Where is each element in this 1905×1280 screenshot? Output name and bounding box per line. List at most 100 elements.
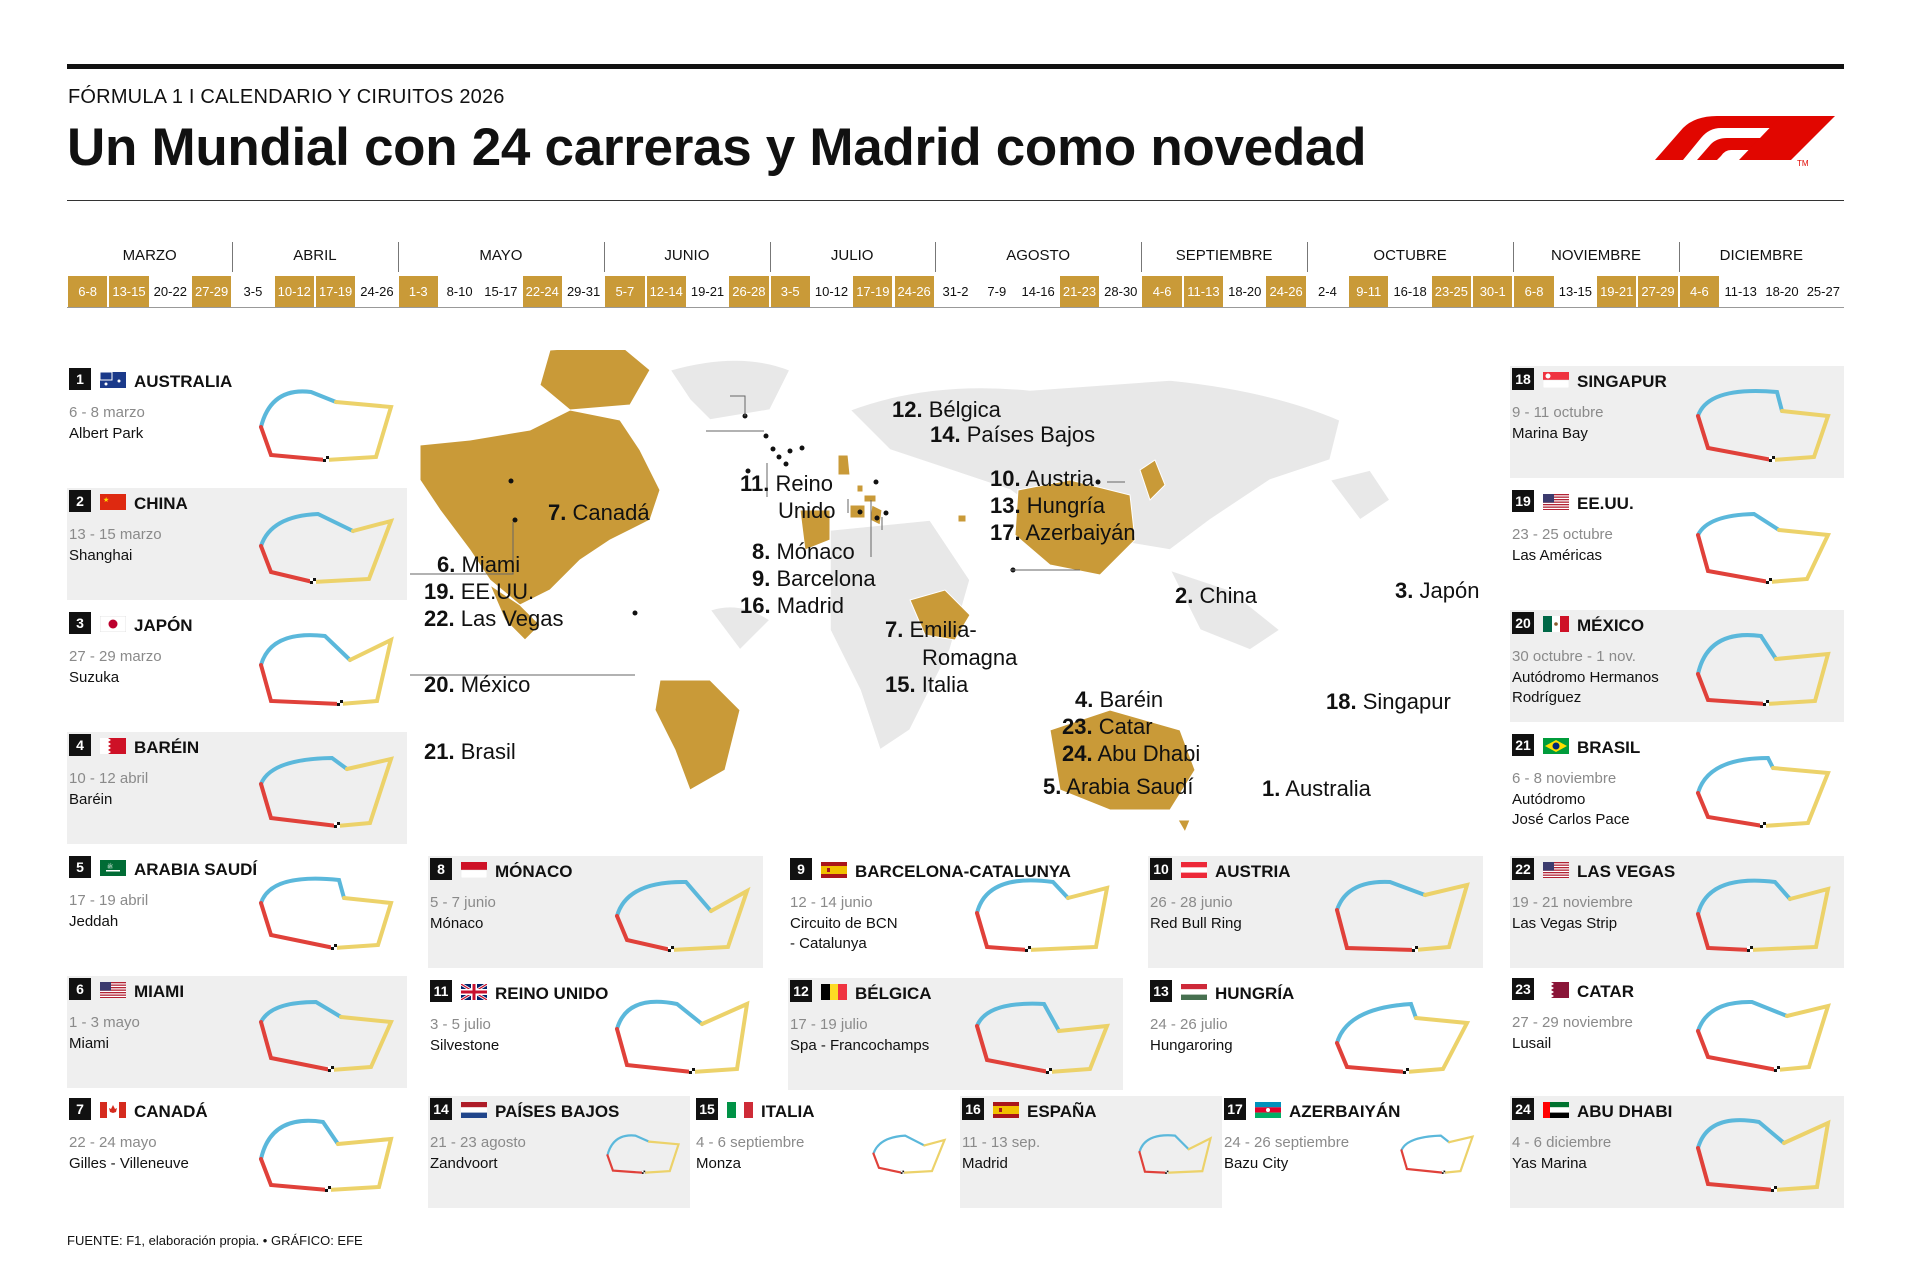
map-label: 8. Mónaco <box>752 539 855 565</box>
race-name: BRASIL <box>1577 738 1641 757</box>
spain-flag-icon <box>993 1102 1019 1118</box>
spain-flag-icon <box>821 862 847 878</box>
map-label-name: Países Bajos <box>966 422 1096 447</box>
map-label: 7. Emilia- <box>885 617 977 643</box>
cal-month-noviembre: NOVIEMBRE <box>1551 247 1642 264</box>
cal-race-weekend: 3-5 <box>770 276 810 307</box>
singapore-flag-icon <box>1543 372 1569 388</box>
cal-weekend: 29-31 <box>566 284 601 299</box>
map-label-number: 15. <box>885 672 916 697</box>
map-label-name: Azerbaiyán <box>1025 520 1136 545</box>
race-number-badge: 11 <box>430 980 452 1002</box>
circuit-layout-icon <box>1696 878 1831 952</box>
race-number-badge: 16 <box>962 1098 984 1120</box>
map-label-number: 1. <box>1262 776 1281 801</box>
race-date: 13 - 15 marzo <box>69 526 162 543</box>
map-label: 13. Hungría <box>990 493 1105 519</box>
map-label: 20. México <box>424 672 530 698</box>
circuit-layout-icon <box>1335 879 1470 952</box>
cal-month-julio: JULIO <box>830 247 874 264</box>
race-card-4: 4 BARÉIN 10 - 12 abril Baréin <box>67 732 407 844</box>
map-label-number: 8. <box>752 539 771 564</box>
race-calendar: MARZO ABRIL MAYO JUNIO JULIO AGOSTO SEPTIEMBRE… <box>67 238 1844 310</box>
map-label-name: Baréin <box>1099 687 1164 712</box>
race-venue: Hungaroring <box>1150 1037 1233 1054</box>
cal-race-weekend: 27-29 <box>1638 276 1678 307</box>
map-label-number: 10. <box>990 466 1021 491</box>
race-date: 11 - 13 sep. <box>962 1134 1041 1151</box>
race-date: 24 - 26 julio <box>1150 1016 1228 1033</box>
cal-weekend: 19-21 <box>690 284 725 299</box>
source-note: FUENTE: F1, elaboración propia. • GRÁFIC… <box>67 1233 363 1248</box>
map-label: 11. Reino <box>740 471 833 497</box>
circuit-layout-icon <box>1696 1118 1831 1192</box>
race-venue: Gilles - Villeneuve <box>69 1155 189 1172</box>
map-label: 16. Madrid <box>740 593 844 619</box>
race-date: 27 - 29 noviembre <box>1512 1014 1633 1031</box>
race-date: 6 - 8 marzo <box>69 404 145 421</box>
race-card-17: 17 AZERBAIYÁN 24 - 26 septiembre Bazu City <box>1222 1096 1484 1208</box>
map-label-number: 17. <box>990 520 1021 545</box>
race-name: CATAR <box>1577 982 1634 1001</box>
cal-weekend: 3-5 <box>243 284 263 299</box>
map-label-name: Barcelona <box>776 566 876 591</box>
race-card-10: 10 AUSTRIA 26 - 28 junio Red Bull Ring <box>1148 856 1483 968</box>
map-label-number: 11. <box>740 471 770 496</box>
cal-weekend: 16-18 <box>1393 284 1427 299</box>
circuit-layout-icon <box>975 878 1110 952</box>
circuit-layout-icon <box>1335 1001 1471 1074</box>
race-number-badge: 1 <box>69 368 91 390</box>
map-label: 17. Azerbaiyán <box>990 520 1136 546</box>
page-kicker: FÓRMULA 1 I CALENDARIO Y CIRUITOS 2026 <box>68 86 505 108</box>
map-label-name: Arabia Saudí <box>1066 774 1194 799</box>
cal-month-divider <box>934 242 936 272</box>
map-label-number: 13. <box>990 493 1021 518</box>
race-name: ABU DHABI <box>1577 1102 1673 1121</box>
cal-month-divider <box>604 242 606 272</box>
circuit-layout-icon <box>259 389 394 462</box>
race-number-badge: 15 <box>696 1098 718 1120</box>
race-card-22: 22 LAS VEGAS 19 - 21 noviembre Las Vegas St… <box>1510 856 1844 968</box>
race-date: 30 octubre - 1 nov. <box>1512 648 1636 665</box>
race-date: 6 - 8 noviembre <box>1512 770 1617 787</box>
cal-race-weekend: 4-6 <box>1142 276 1182 307</box>
race-venue: Red Bull Ring <box>1150 915 1242 932</box>
race-name: AZERBAIYÁN <box>1289 1102 1401 1121</box>
cal-month-divider <box>397 242 399 272</box>
cal-weekend: 8-10 <box>446 284 473 299</box>
circuit-layout-icon <box>615 999 750 1074</box>
map-label: 4. Baréin <box>1075 687 1163 713</box>
race-card-11: 11 REINO UNIDO 3 - 5 julio Silvestone <box>428 978 763 1090</box>
map-label-name: Las Vegas <box>460 606 564 631</box>
map-label: 23. Catar <box>1062 714 1153 740</box>
race-name: BARCELONA-CATALUNYA <box>855 862 1071 881</box>
cal-race-weekend: 6-8 <box>68 276 108 307</box>
circuit-layout-icon <box>259 755 395 828</box>
race-number-badge: 20 <box>1512 612 1534 634</box>
header-rule <box>67 200 1844 201</box>
map-label: 19. EE.UU. <box>424 579 534 605</box>
race-venue: Marina Bay <box>1512 425 1588 442</box>
cal-weekend: 13-15 <box>1558 284 1592 299</box>
map-label: 7. Canadá <box>548 500 650 526</box>
race-name: AUSTRALIA <box>134 372 233 391</box>
cal-month-marzo: MARZO <box>122 247 177 264</box>
cal-race-weekend: 22-24 <box>522 276 562 307</box>
race-name: EE.UU. <box>1577 494 1634 513</box>
map-label-number: 12. <box>892 397 923 422</box>
canada-flag-icon <box>100 1102 126 1118</box>
map-label-name: Emilia- <box>909 617 977 642</box>
circuit-layout-icon <box>259 633 394 706</box>
map-label-name: Singapur <box>1362 689 1451 714</box>
cal-month-divider <box>1141 242 1143 272</box>
race-card-19: 19 EE.UU. 23 - 25 octubre Las Américas <box>1510 488 1844 600</box>
circuit-layout-icon <box>1696 511 1832 584</box>
race-date: 17 - 19 abril <box>69 892 149 909</box>
map-label-name: Australia <box>1285 776 1371 801</box>
race-number-badge: 8 <box>430 858 452 880</box>
race-date: 24 - 26 septiembre <box>1224 1134 1350 1151</box>
map-label-number: 4. <box>1075 687 1094 712</box>
map-label-number: 19. <box>424 579 455 604</box>
map-label: 3. Japón <box>1395 578 1479 604</box>
circuit-layout-icon <box>1696 633 1831 706</box>
